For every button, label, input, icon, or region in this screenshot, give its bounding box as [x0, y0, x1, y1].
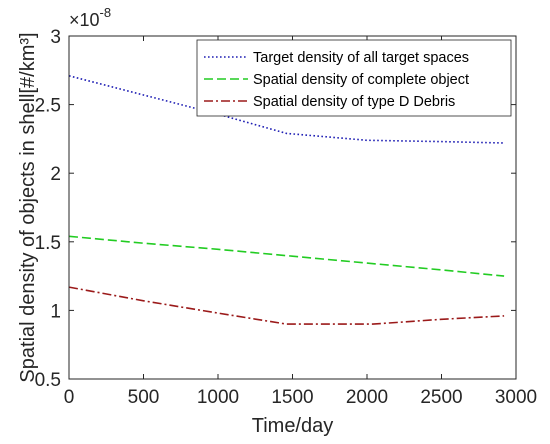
x-tick-label: 1500	[271, 387, 313, 408]
x-tick-label: 3000	[495, 387, 537, 408]
y-tick-label: 1.5	[35, 233, 61, 254]
x-tick-label: 500	[128, 387, 160, 408]
y-tick-label: 1	[50, 301, 61, 322]
x-tick-label: 2500	[420, 387, 462, 408]
x-tick-label: 2000	[346, 387, 388, 408]
series-layer	[68, 75, 505, 325]
legend-entries: Target density of all target spaces Spati…	[204, 50, 469, 110]
x-tick-label: 0	[64, 387, 75, 408]
y-axis-label: Spatial density of objects in shell[#/km…	[17, 32, 39, 382]
y-exponent-base: ×10	[69, 10, 100, 30]
series-line-target-density-of-all-target-spaces	[68, 75, 505, 144]
y-tick-label: 0.5	[35, 370, 61, 391]
x-axis-label: Time/day	[252, 415, 334, 437]
y-exponent-label: ×10-8	[69, 5, 111, 30]
legend-box	[196, 39, 512, 117]
y-tick-label: 2	[50, 164, 61, 185]
y-tick-label: 3	[50, 27, 61, 48]
legend-label-spatial-density-of-type-d-debris: Spatial density of type D Debris	[253, 94, 455, 110]
y-exponent-power: -8	[100, 5, 112, 20]
legend-label-target-density-of-all-target-spaces: Target density of all target spaces	[253, 50, 469, 66]
plot-area-frame	[68, 35, 517, 380]
x-tick-label: 1000	[197, 387, 239, 408]
y-tick-label: 2.5	[35, 96, 61, 117]
series-line-spatial-density-of-type-d-debris	[68, 286, 505, 325]
series-line-spatial-density-of-complete-object	[68, 235, 505, 277]
legend-label-spatial-density-of-complete-object: Spatial density of complete object	[253, 72, 469, 88]
ticks-layer: 0 500 1000 1500 2000 2500 3000 0.5 1 1.5 2 2.5 3	[35, 27, 538, 408]
legend: Target density of all target spaces Spati…	[196, 39, 512, 117]
